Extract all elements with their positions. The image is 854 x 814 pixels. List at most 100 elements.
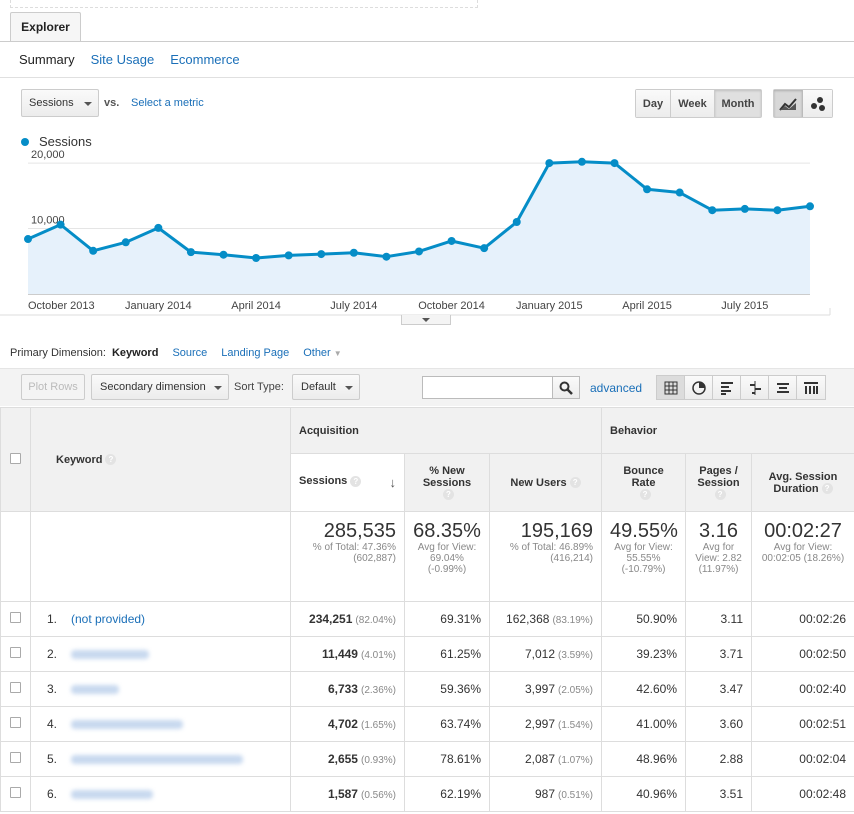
plot-rows-button[interactable]: Plot Rows — [21, 374, 85, 400]
comparison-view-button[interactable] — [741, 376, 769, 399]
select-metric-link[interactable]: Select a metric — [131, 97, 204, 109]
sessions-chart[interactable]: 20,000 10,000 October 2013 January 2014 Apri… — [0, 150, 854, 325]
period-week-button[interactable]: Week — [671, 90, 715, 117]
sort-type-select[interactable]: Default — [292, 374, 360, 400]
table-row[interactable]: 5. 2,655 (0.93%) 78.61% 2,087 (1.07%) 48.9… — [0, 741, 854, 777]
avg-session-duration-column-header[interactable]: Avg. Session Duration? — [751, 453, 854, 512]
row-checkbox[interactable] — [10, 752, 21, 763]
advanced-filter-link[interactable]: advanced — [590, 381, 643, 395]
table-row[interactable]: 6. 1,587 (0.56%) 62.19% 987 (0.51%) 40.96%… — [0, 776, 854, 812]
new-users-cell: 2,997 (1.54%) — [488, 706, 603, 742]
new-sessions-column-header[interactable]: % New Sessions? — [404, 453, 490, 512]
acquisition-group-header: Acquisition — [289, 407, 603, 454]
tab-explorer[interactable]: Explorer — [10, 12, 81, 42]
data-view-button[interactable] — [657, 376, 685, 399]
keyword-cell: 3. — [30, 671, 291, 707]
chevron-down-icon — [214, 386, 222, 390]
keyword-cell: 6. — [30, 776, 291, 812]
table-row[interactable]: 1. (not provided) 234,251 (82.04%) 69.31% … — [0, 601, 854, 637]
pivot-view-button[interactable] — [797, 376, 825, 399]
performance-view-button[interactable] — [713, 376, 741, 399]
secondary-dimension-select[interactable]: Secondary dimension — [91, 374, 229, 400]
data-point — [24, 235, 32, 244]
data-point — [447, 236, 456, 245]
redacted-keyword — [71, 685, 119, 695]
bounce-rate-column-header[interactable]: Bounce Rate? — [601, 453, 687, 512]
sessions-column-header[interactable]: Sessions? ↓ — [290, 453, 405, 512]
x-tick-label: April 2014 — [231, 300, 281, 312]
term-cloud-button[interactable] — [769, 376, 797, 399]
dimension-landing-page[interactable]: Landing Page — [221, 347, 290, 359]
total-sub: % of Total: 46.89% (416,214) — [509, 542, 594, 564]
chevron-down-icon: ▼ — [333, 349, 342, 358]
new-users-cell: 162,368 (83.19%) — [488, 601, 603, 637]
keyword-cell: 4. — [30, 706, 291, 742]
row-checkbox-cell — [0, 706, 31, 742]
new-users-cell: 2,087 (1.07%) — [488, 741, 603, 777]
behavior-group-header: Behavior — [601, 407, 854, 454]
new-users-column-header[interactable]: New Users? — [488, 453, 603, 512]
total-sub: Avg for View: 00:02:05 (18.26%) — [761, 542, 845, 564]
new-users-pct: (3.59%) — [558, 650, 594, 661]
sessions-pct: (2.36%) — [360, 685, 396, 696]
help-icon[interactable]: ? — [821, 483, 833, 495]
table-row[interactable]: 4. 4,702 (1.65%) 63.74% 2,997 (1.54%) 41.0… — [0, 706, 854, 742]
subtab-site-usage[interactable]: Site Usage — [90, 52, 155, 67]
dimension-source[interactable]: Source — [172, 347, 208, 359]
new-users-pct: (0.51%) — [558, 790, 594, 801]
row-checkbox-cell — [0, 671, 31, 707]
data-point — [317, 250, 326, 259]
area-fill — [28, 161, 810, 294]
row-checkbox[interactable] — [10, 647, 21, 658]
vs-label: vs. — [104, 97, 120, 109]
table-row[interactable]: 3. 6,733 (2.36%) 59.36% 3,997 (2.05%) 42.6… — [0, 671, 854, 707]
dimension-other[interactable]: Other ▼ — [303, 347, 342, 359]
chevron-down-icon — [422, 318, 430, 322]
dimension-other-label: Other — [303, 347, 331, 359]
help-icon[interactable]: ? — [105, 454, 117, 466]
keyword-link[interactable]: (not provided) — [71, 612, 146, 626]
row-index: 6. — [47, 787, 58, 801]
help-icon[interactable]: ? — [714, 489, 726, 501]
period-month-button[interactable]: Month — [715, 90, 761, 117]
row-checkbox[interactable] — [10, 787, 21, 798]
row-checkbox[interactable] — [10, 682, 21, 693]
percentage-view-button[interactable] — [685, 376, 713, 399]
total-sessions: 285,535% of Total: 47.36% (602,887) — [290, 511, 405, 602]
sessions-value: 2,655 — [327, 752, 358, 766]
table-row[interactable]: 2. 11,449 (4.01%) 61.25% 7,012 (3.59%) 39.… — [0, 636, 854, 672]
help-icon[interactable]: ? — [639, 489, 651, 501]
line-chart-button[interactable] — [774, 90, 803, 117]
sessions-value: 6,733 — [327, 682, 358, 696]
metric-select[interactable]: Sessions — [21, 89, 99, 117]
motion-chart-button[interactable] — [803, 90, 832, 117]
sessions-cell: 6,733 (2.36%) — [290, 671, 405, 707]
y-tick-label: 20,000 — [31, 150, 65, 161]
row-checkbox[interactable] — [10, 612, 21, 623]
data-point — [708, 206, 717, 215]
new-sessions-cell: 61.25% — [404, 636, 490, 672]
period-day-button[interactable]: Day — [636, 90, 671, 117]
total-value: 68.35% — [413, 520, 481, 542]
subtab-summary[interactable]: Summary — [19, 52, 75, 67]
help-icon[interactable]: ? — [443, 489, 454, 501]
search-button[interactable] — [552, 376, 580, 399]
help-icon[interactable]: ? — [569, 477, 581, 489]
chart-collapse-handle[interactable] — [401, 315, 451, 325]
data-point — [252, 254, 261, 262]
tab-divider — [0, 41, 854, 42]
total-sub: Avg for View: 69.04% (-0.99%) — [417, 542, 477, 575]
help-icon[interactable]: ? — [350, 475, 362, 487]
sessions-header-label: Sessions — [299, 475, 348, 487]
pages-per-session-column-header[interactable]: Pages / Session? — [685, 453, 753, 512]
select-all-checkbox[interactable] — [10, 452, 21, 464]
bounce-rate-cell: 48.96% — [601, 741, 687, 777]
table-search-input[interactable] — [422, 376, 553, 399]
totals-row: 285,535% of Total: 47.36% (602,887) 68.3… — [0, 511, 854, 602]
report-subtabs: Summary Site Usage Ecommerce — [19, 52, 240, 67]
row-checkbox[interactable] — [10, 717, 21, 728]
dimension-keyword[interactable]: Keyword — [111, 347, 159, 359]
table-body: 285,535% of Total: 47.36% (602,887) 68.3… — [0, 511, 854, 812]
subtab-ecommerce[interactable]: Ecommerce — [170, 52, 240, 67]
sessions-value: 4,702 — [327, 717, 358, 731]
